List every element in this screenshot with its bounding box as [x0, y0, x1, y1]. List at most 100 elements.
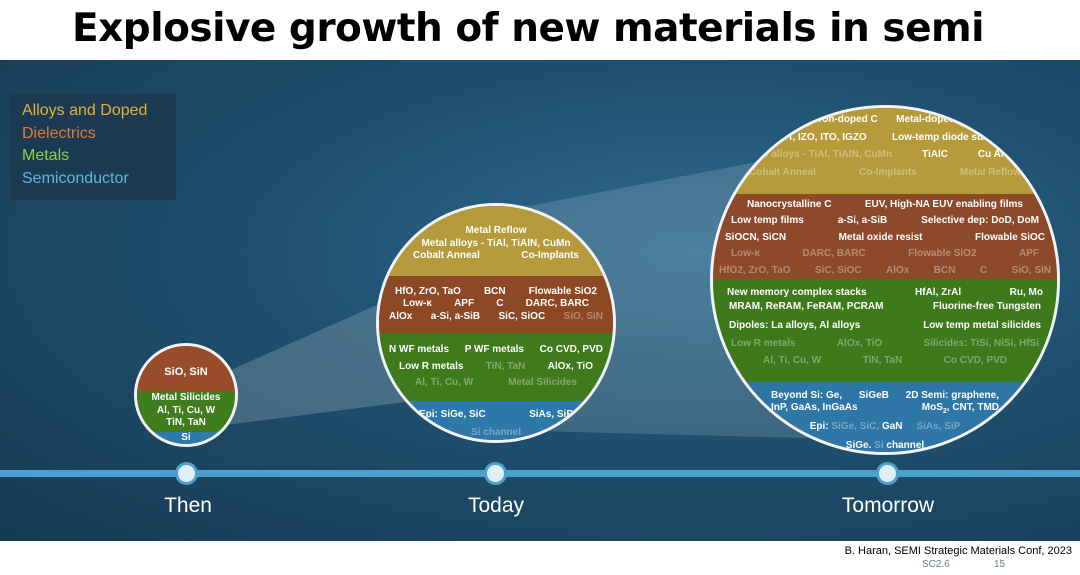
tom-alloy-2: Metal-doped C	[896, 114, 965, 125]
tom-metal-3: Ru, Mo	[1009, 286, 1043, 298]
legend-alloys: Alloys and Doped	[22, 102, 148, 119]
today-diel-2: BCN	[483, 285, 506, 297]
tom-metal-11: Al, Ti, Cu, W	[763, 354, 822, 366]
tom-metal-10: Silicides: TiSi, NiSi, HfSi	[923, 338, 1039, 350]
legend-dielectrics: Dielectrics	[22, 124, 96, 142]
tom-diel-7: Metal oxide resist	[838, 231, 923, 243]
tom-semi-14: channel	[886, 439, 925, 451]
source-credit: B. Haran, SEMI Strategic Materials Conf,…	[844, 545, 1072, 557]
tom-metal-9: AlOx, TiO	[836, 338, 883, 350]
tom-metal-2: HfAl, ZrAl	[915, 286, 962, 298]
today-metal-5: TiN, TaN	[485, 360, 526, 372]
today-diel-11: SiO, SiN	[563, 310, 603, 322]
tom-semi-5: MoS	[921, 402, 943, 414]
tom-alloy-7: Cu Anneal	[977, 149, 1027, 160]
legend-semiconductor: Semiconductor	[22, 169, 129, 187]
tom-alloy-10: Metal Reflow	[959, 166, 1021, 178]
tom-diel-5: Selective dep: DoD, DoM	[921, 215, 1039, 227]
tom-alloy-5: Metal alloys - TiAl, TiAlN, CuMn	[743, 149, 893, 160]
tom-diel-9: Low-κ	[731, 248, 760, 260]
tom-diel-1: Nanocrystalline C	[747, 198, 832, 210]
today-metal-4: Low R metals	[399, 360, 464, 372]
page-title: Explosive growth of new materials in sem…	[72, 6, 985, 51]
today-diel-5: APF	[454, 298, 475, 310]
tom-metal-13: Co CVD, PVD	[943, 354, 1007, 366]
today-alloy-2: Metal alloys - TiAl, TiAlN, CuMn	[421, 237, 571, 249]
tom-diel-11: Flowable SiO2	[908, 248, 977, 260]
then-metal-2: Al, Ti, Cu, W	[156, 404, 216, 416]
today-metal-2: P WF metals	[464, 344, 524, 356]
tom-alloy-8: Cobalt Anneal	[749, 166, 816, 178]
slide-stage: Alloys and Doped Dielectrics Metals Semi…	[0, 60, 1080, 541]
today-metal-6: AlOx, TiO	[547, 360, 593, 372]
today-diel-10: SiC, SiOC	[498, 310, 546, 322]
timeline-marker-tomorrow	[876, 462, 899, 485]
tom-diel-6: SiOCN, SiCN	[725, 231, 787, 243]
tom-semi-13: Si	[874, 439, 884, 451]
today-circle: Metal Reflow Metal alloys - TiAl, TiAlN,…	[376, 203, 616, 443]
today-diel-9: a-Si, a-SiB	[430, 310, 481, 322]
tom-diel-14: SiC, SiOC	[814, 264, 862, 276]
today-diel-8: AlOx	[389, 310, 413, 322]
tom-semi-12: SiGe.	[845, 439, 872, 451]
tom-diel-10: DARC, BARC	[802, 248, 866, 260]
tom-alloy-4: Low-temp diode stack	[891, 131, 997, 143]
today-semi-3: Si channel	[470, 427, 521, 439]
then-metal-1: Metal Silicides	[151, 392, 221, 404]
today-diel-3: Flowable SiO2	[528, 285, 597, 297]
tom-diel-4: a-Si, a-SiB	[837, 215, 888, 227]
tomorrow-circle: Boron-doped C Metal-doped C GST, IZO, IT…	[710, 105, 1060, 455]
tom-semi-8: Epi:	[809, 421, 829, 432]
tom-diel-8: Flowable SiOC	[974, 231, 1045, 243]
today-diel-4: Low-κ	[403, 298, 432, 310]
tom-metal-8: Low R metals	[731, 338, 796, 350]
today-metal-7: Al, Ti, Cu, W	[415, 377, 474, 389]
today-alloy-3: Cobalt Anneal	[413, 250, 480, 262]
tom-semi-9: SiGe, SiC,	[831, 421, 880, 432]
timeline-label-today: Today	[467, 494, 525, 517]
timeline-label-then: Then	[164, 494, 212, 517]
today-alloy-4: Co-Implants	[521, 250, 579, 262]
tom-diel-12: APF	[1018, 248, 1039, 260]
tom-diel-17: C	[979, 264, 988, 276]
tom-diel-2: EUV, High-NA EUV enabling films	[864, 198, 1023, 210]
tom-metal-1: New memory complex stacks	[727, 286, 867, 298]
today-metal-3: Co CVD, PVD	[539, 344, 603, 356]
tom-metal-6: Dipoles: La alloys, Al alloys	[729, 319, 861, 331]
then-dielectric: SiO, SiN	[164, 365, 208, 378]
timeline-label-tomorrow: Tomorrow	[841, 494, 935, 517]
legend: Alloys and Doped Dielectrics Metals Semi…	[10, 94, 176, 200]
timeline-marker-today	[484, 462, 507, 485]
today-diel-1: HfO, ZrO, TaO	[395, 285, 461, 297]
tom-diel-16: BCN	[933, 264, 956, 276]
today-diel-7: DARC, BARC	[525, 298, 589, 310]
today-diel-6: C	[496, 298, 504, 310]
today-alloy-1: Metal Reflow	[465, 225, 527, 237]
timeline-marker-then	[175, 462, 198, 485]
today-metal-1: N WF metals	[389, 344, 450, 356]
then-circle: SiO, SiN Metal Silicides Al, Ti, Cu, W T…	[134, 343, 238, 447]
then-semi: Si	[181, 431, 191, 443]
tom-semi-10: GaN	[881, 421, 903, 432]
tom-metal-12: TiN, TaN	[862, 354, 903, 366]
slide-code: SC2.6	[922, 559, 950, 570]
tom-diel-3: Low temp films	[731, 215, 804, 227]
tom-diel-15: AlOx	[886, 264, 910, 276]
tom-diel-13: HfO2, ZrO, TaO	[719, 264, 791, 276]
legend-metals: Metals	[22, 147, 70, 164]
tom-semi-11: SiAs, SiP	[916, 421, 961, 432]
tom-semi-7: , CNT, TMD	[946, 402, 999, 414]
tom-alloy-3: GST, IZO, ITO, IGZO	[773, 131, 867, 143]
tom-semi-6: 2	[942, 408, 947, 416]
tom-metal-4: MRAM, ReRAM, FeRAM, PCRAM	[729, 301, 884, 313]
tom-alloy-6: TiAlC	[922, 149, 948, 160]
today-semi-2: SiAs, SiP	[529, 408, 573, 420]
tom-metal-5: Fluorine-free Tungsten	[932, 301, 1041, 313]
then-metal-3: TiN, TaN	[166, 417, 206, 429]
tom-metal-7: Low temp metal silicides	[923, 319, 1041, 331]
today-semi-1: Epi: SiGe, SiC	[419, 408, 486, 420]
tom-semi-4: InP, GaAs, InGaAs	[771, 402, 858, 414]
tom-alloy-1: Boron-doped C	[805, 114, 878, 125]
tom-diel-18: SiO, SiN	[1011, 264, 1051, 276]
page-number: 15	[994, 559, 1006, 570]
